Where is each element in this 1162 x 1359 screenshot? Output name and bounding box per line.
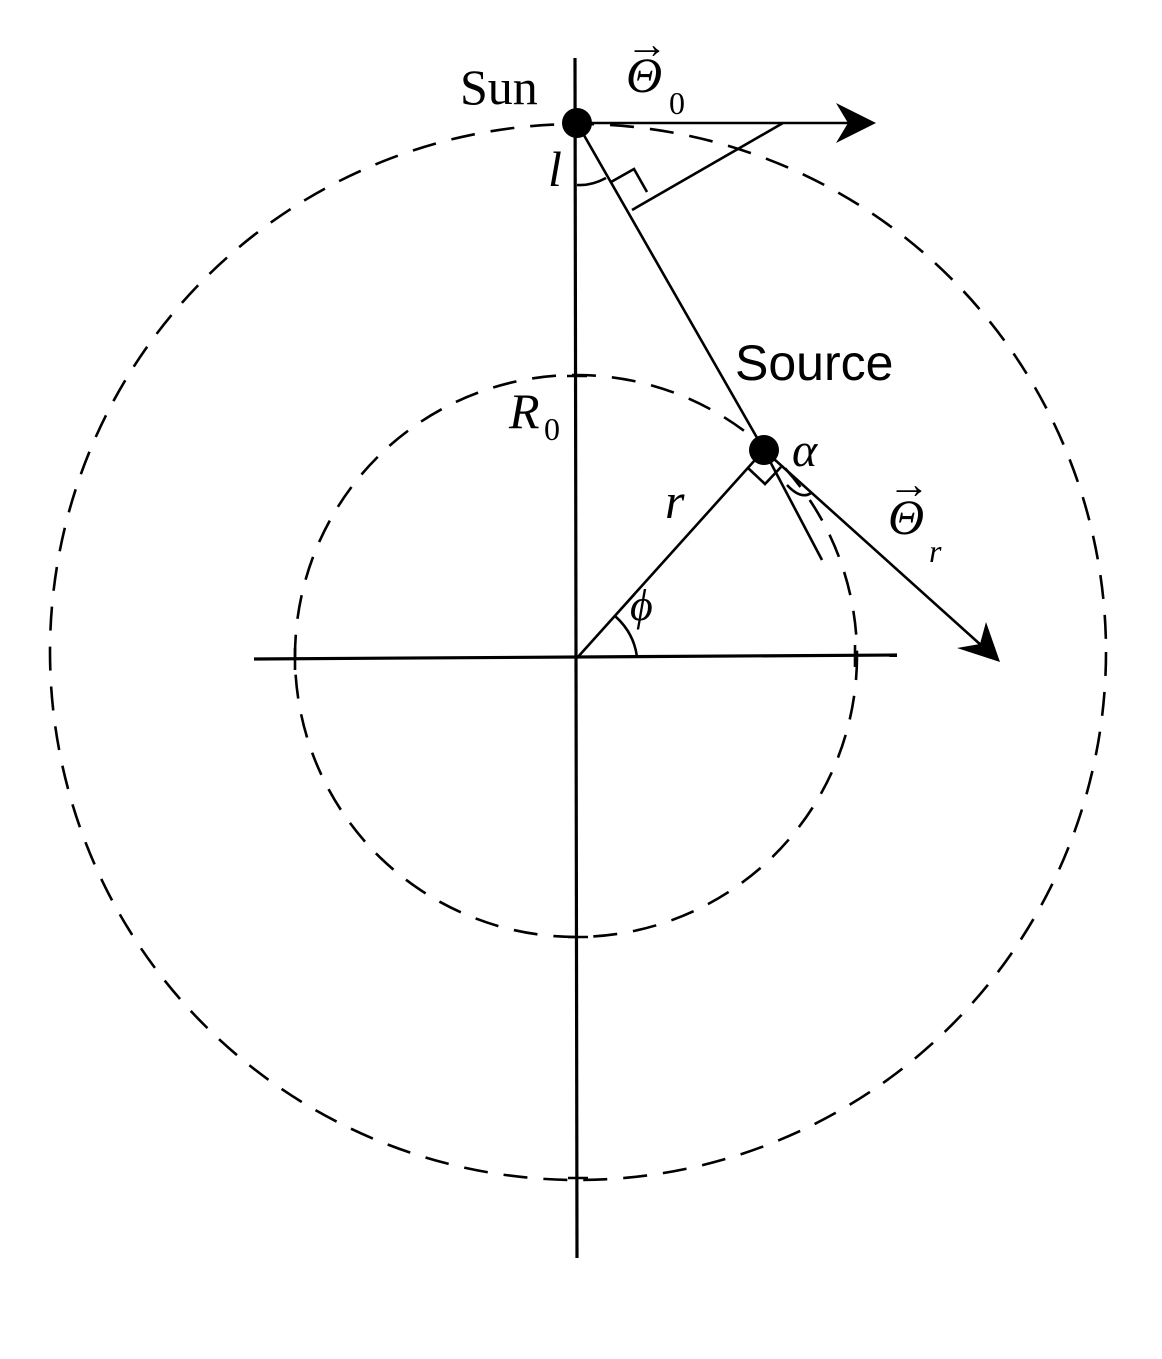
theta-0-subscript: 0 [669, 85, 685, 121]
horizontal-axis [253, 653, 898, 661]
right-angle-marker-sun [610, 167, 649, 193]
r0-symbol: R [508, 383, 540, 439]
sun-label: Sun [460, 59, 538, 115]
angle-arc-l [576, 176, 607, 187]
angle-arc-alpha [786, 484, 812, 497]
right-angle-marker-source [747, 466, 782, 486]
r0-subscript: 0 [544, 411, 560, 447]
source-dot [749, 435, 779, 465]
theta-r-subscript: r [929, 533, 942, 569]
theta-r-symbol: Θ [888, 489, 924, 545]
angle-alpha-label: α [792, 424, 818, 477]
theta-r-arrow-shaft [763, 449, 983, 647]
angle-l-label: l [548, 141, 562, 197]
line-of-sight [575, 122, 766, 451]
angle-arc-phi [614, 615, 639, 658]
theta-r-arrowhead [957, 622, 1000, 662]
radius-line [576, 449, 765, 659]
sun-dot [562, 108, 592, 138]
theta-r-vector-arrow: → [888, 462, 930, 508]
theta-0-symbol: Θ [626, 47, 662, 103]
radius-r-label: r [665, 473, 685, 529]
theta-0-arrowhead [836, 103, 876, 143]
theta-0-vector-arrow: → [626, 22, 668, 68]
theta-0-projection [631, 121, 784, 212]
source-label: Source [735, 335, 893, 391]
angle-phi-label: ϕ [630, 581, 653, 630]
line-of-sight-extension [762, 449, 824, 561]
